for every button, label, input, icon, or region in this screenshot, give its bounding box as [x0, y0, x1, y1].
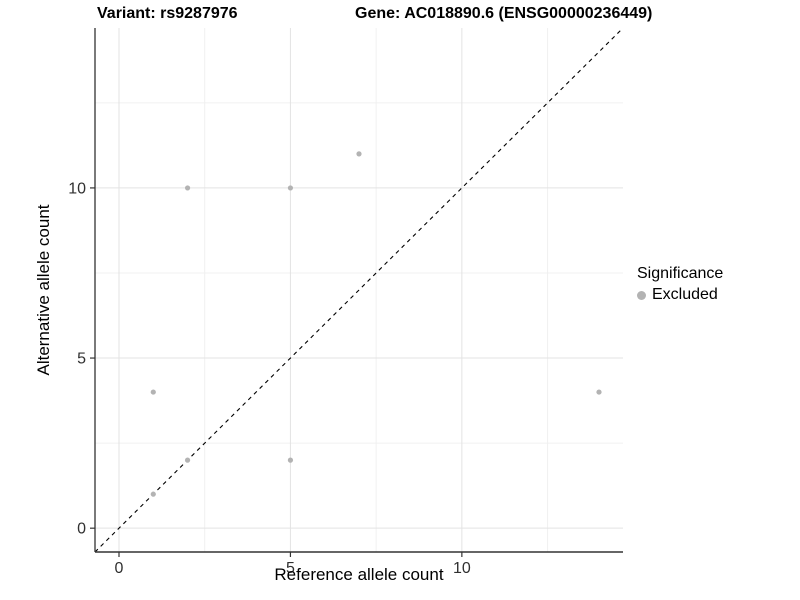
data-point	[356, 151, 362, 157]
legend-entry-excluded: Excluded	[637, 286, 723, 304]
x-tick-labels: 0 5 10	[115, 560, 471, 577]
y-axis-title: Alternative allele count	[34, 204, 53, 376]
data-point	[150, 491, 156, 497]
minor-gridlines	[95, 28, 623, 552]
data-point	[184, 185, 191, 191]
x-tick-label: 0	[115, 560, 124, 577]
data-point	[184, 457, 191, 463]
data-points-excluded	[150, 151, 602, 497]
y-tick-labels: 0 5 10	[68, 180, 86, 537]
legend-entry-label: Excluded	[652, 286, 718, 303]
gene-title: Gene: AC018890.6 (ENSG00000236449)	[355, 5, 653, 22]
x-axis-title: Reference allele count	[274, 565, 444, 584]
legend-title: Significance	[637, 265, 724, 282]
major-gridlines	[95, 28, 623, 552]
data-point	[287, 185, 294, 191]
data-point	[150, 389, 156, 395]
legend: Significance Excluded	[637, 265, 723, 304]
y-tick-label: 10	[68, 180, 86, 197]
identity-line	[94, 27, 624, 553]
data-point	[287, 457, 294, 463]
tick-marks	[90, 187, 463, 557]
variant-title: Variant: rs9287976	[97, 5, 238, 22]
excluded-point-icon	[637, 290, 646, 300]
y-tick-label: 5	[77, 351, 86, 368]
data-point	[596, 389, 602, 395]
x-tick-label: 5	[286, 560, 295, 577]
axis-lines	[94, 28, 623, 553]
x-tick-label: 10	[453, 560, 471, 577]
y-tick-label: 0	[77, 521, 86, 538]
